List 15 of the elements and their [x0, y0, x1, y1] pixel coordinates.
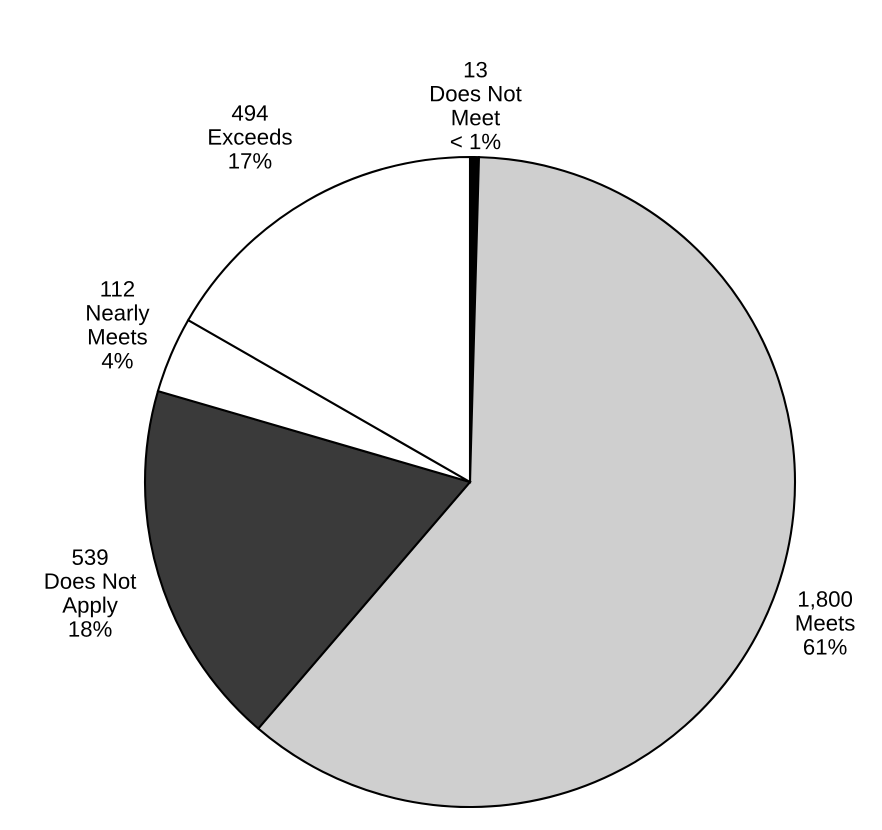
data-label: 1,800 [798, 591, 852, 610]
text: 61% [804, 639, 847, 655]
data-label: 539 [72, 549, 108, 566]
data-label: 494 [232, 105, 268, 121]
text: 4% [102, 352, 133, 368]
slice-label: Does Not Meet [430, 86, 522, 126]
slice-label: Nearly Meets [87, 304, 150, 345]
text: < 1% [450, 134, 500, 150]
slice-label: Exceeds [209, 128, 292, 145]
data-label: 112 [101, 281, 134, 297]
text: 18% [70, 621, 112, 637]
slice-label: Meets [796, 615, 855, 631]
data-label: 13 [464, 62, 487, 78]
text: 17% [229, 153, 272, 169]
slice-label: Does Not Apply [46, 573, 136, 618]
